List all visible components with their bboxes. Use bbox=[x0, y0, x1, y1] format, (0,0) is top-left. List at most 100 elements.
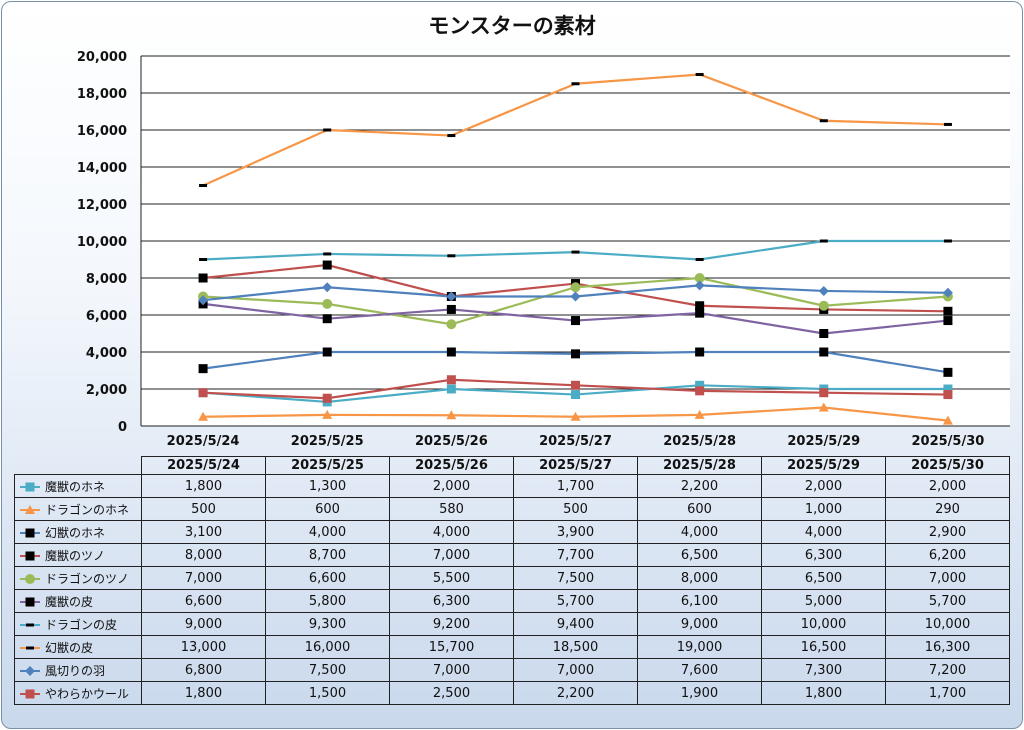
table-cell: 7,300 bbox=[761, 658, 886, 682]
data-point bbox=[819, 347, 829, 357]
legend-label: ドラゴンのホネ bbox=[45, 502, 130, 517]
table-cell: 7,000 bbox=[141, 566, 266, 590]
table-cell: 1,700 bbox=[513, 474, 638, 498]
table-cell: 7,200 bbox=[885, 658, 1010, 682]
data-point bbox=[943, 316, 953, 326]
data-point bbox=[943, 122, 952, 126]
table-cell: 9,000 bbox=[141, 612, 266, 636]
data-point bbox=[695, 73, 704, 76]
legend-key bbox=[20, 623, 40, 627]
legend-entry: 魔獣のホネ bbox=[14, 474, 142, 498]
legend-key bbox=[20, 482, 40, 492]
legend-key-marker bbox=[26, 646, 34, 650]
table-cell: 2,900 bbox=[885, 520, 1010, 544]
table-cell: 1,800 bbox=[141, 681, 266, 705]
legend-entry: 幻獣の皮 bbox=[14, 635, 142, 659]
data-point bbox=[695, 301, 705, 311]
legend-key-marker bbox=[25, 528, 35, 538]
data-point bbox=[446, 410, 457, 420]
table-row: ドラゴンのホネ 500 600 580 500 600 1,000 290 bbox=[14, 497, 1010, 521]
table-cell: 7,500 bbox=[513, 566, 638, 590]
data-point bbox=[818, 285, 829, 296]
legend-label: 魔獣のホネ bbox=[45, 479, 106, 494]
table-cell: 13,000 bbox=[141, 635, 266, 659]
data-point bbox=[819, 329, 829, 338]
data-point bbox=[322, 409, 333, 419]
table-cell: 1,700 bbox=[885, 681, 1010, 705]
legend-key-marker bbox=[25, 505, 35, 514]
data-point bbox=[446, 375, 456, 385]
x-tick-label: 2025/5/28 bbox=[663, 434, 736, 449]
table-header-date: 2025/5/25 bbox=[265, 456, 390, 475]
legend-entry: 魔獣のツノ bbox=[14, 543, 142, 567]
data-point bbox=[322, 260, 332, 270]
data-point bbox=[446, 319, 457, 330]
data-point bbox=[447, 134, 456, 138]
x-tick-label: 2025/5/29 bbox=[787, 434, 860, 449]
data-point bbox=[942, 287, 953, 298]
table-cell: 3,100 bbox=[141, 520, 266, 544]
data-point bbox=[571, 82, 580, 86]
table-row: 魔獣のツノ 8,000 8,700 7,000 7,700 6,500 6,300 6,200 bbox=[14, 543, 1010, 567]
data-table: 2025/5/24 2025/5/25 2025/5/26 2025/5/27 2025… bbox=[14, 456, 1010, 705]
table-row: ドラゴンの皮 9,000 9,300 9,200 9,400 9,000 10,000 10,… bbox=[14, 612, 1010, 636]
table-cell: 9,300 bbox=[265, 612, 390, 636]
y-tick-label: 18,000 bbox=[77, 87, 127, 102]
legend-key-marker bbox=[25, 482, 35, 492]
table-row: 魔獣の皮 6,600 5,800 6,300 5,700 6,100 5,000 5,700 bbox=[14, 589, 1010, 613]
legend-label: 魔獣の皮 bbox=[45, 594, 94, 609]
data-point bbox=[571, 250, 580, 254]
legend-key bbox=[20, 597, 40, 607]
legend-entry: やわらかウール bbox=[14, 681, 142, 705]
table-cell: 1,000 bbox=[761, 497, 886, 521]
x-tick-label: 2025/5/24 bbox=[167, 434, 240, 449]
x-tick-label: 2025/5/25 bbox=[291, 434, 364, 449]
legend-label: やわらかウール bbox=[45, 686, 130, 701]
table-cell: 4,000 bbox=[389, 520, 514, 544]
x-tick-label: 2025/5/26 bbox=[415, 434, 488, 449]
legend-key bbox=[20, 505, 40, 514]
legend-label: ドラゴンのツノ bbox=[45, 571, 130, 586]
legend-label: ドラゴンの皮 bbox=[45, 617, 118, 632]
y-tick-label: 0 bbox=[118, 420, 127, 435]
legend-entry: 幻獣のホネ bbox=[14, 520, 142, 544]
table-row: 魔獣のホネ 1,800 1,300 2,000 1,700 2,200 2,000 2,000 bbox=[14, 474, 1010, 498]
y-tick-label: 8,000 bbox=[86, 272, 127, 287]
legend-key bbox=[20, 551, 40, 561]
y-tick-label: 16,000 bbox=[77, 124, 127, 139]
data-point bbox=[323, 252, 332, 256]
chart-title: モンスターの素材 bbox=[428, 14, 596, 38]
data-point bbox=[695, 386, 705, 396]
table-cell: 6,600 bbox=[141, 589, 266, 613]
table-cell: 4,000 bbox=[265, 520, 390, 544]
table-header-date: 2025/5/30 bbox=[885, 456, 1010, 475]
table-cell: 500 bbox=[513, 497, 638, 521]
legend-label: 幻獣のホネ bbox=[45, 525, 106, 540]
table-cell: 16,000 bbox=[265, 635, 390, 659]
table-cell: 1,800 bbox=[141, 474, 266, 498]
table-cell: 600 bbox=[637, 497, 762, 521]
data-point bbox=[198, 364, 208, 374]
table-cell: 7,000 bbox=[389, 658, 514, 682]
data-point bbox=[694, 409, 705, 419]
data-point bbox=[447, 254, 456, 258]
table-cell: 6,500 bbox=[637, 543, 762, 567]
table-cell: 6,300 bbox=[389, 589, 514, 613]
table-header-date: 2025/5/28 bbox=[637, 456, 762, 475]
table-header-date: 2025/5/29 bbox=[761, 456, 886, 475]
table-cell: 6,300 bbox=[761, 543, 886, 567]
data-point bbox=[446, 304, 456, 314]
data-point bbox=[571, 316, 580, 326]
data-point bbox=[322, 347, 332, 357]
table-cell: 10,000 bbox=[885, 612, 1010, 636]
data-point bbox=[942, 415, 953, 425]
table-cell: 7,600 bbox=[637, 658, 762, 682]
table-cell: 7,700 bbox=[513, 543, 638, 567]
table-cell: 5,000 bbox=[761, 589, 886, 613]
data-point bbox=[570, 282, 581, 293]
legend-key-marker bbox=[25, 574, 35, 584]
data-point bbox=[819, 388, 829, 398]
table-cell: 9,000 bbox=[637, 612, 762, 636]
y-tick-label: 14,000 bbox=[77, 161, 127, 176]
legend-entry: ドラゴンの皮 bbox=[14, 612, 142, 636]
